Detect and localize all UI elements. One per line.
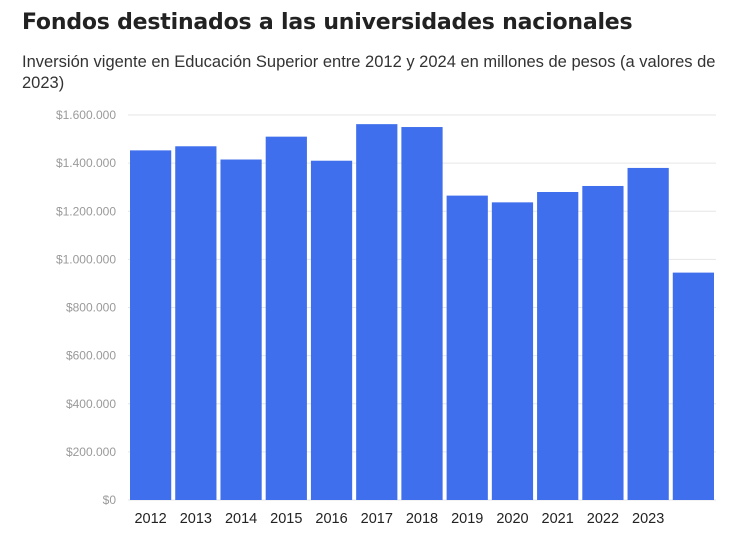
chart-subtitle: Inversión vigente en Educación Superior … xyxy=(22,53,716,92)
x-tick-label: 2014 xyxy=(225,511,257,527)
x-tick-label: 2022 xyxy=(587,511,619,527)
bar xyxy=(356,124,398,501)
y-tick-label: $1.600.000 xyxy=(56,108,116,122)
bar xyxy=(582,185,624,500)
bar xyxy=(265,136,307,500)
y-tick-label: $600.000 xyxy=(66,349,116,363)
bar xyxy=(491,202,534,501)
bar xyxy=(175,146,217,500)
y-tick-label: $200.000 xyxy=(66,445,116,459)
x-tick-label: 2016 xyxy=(315,511,347,527)
x-tick-label: 2015 xyxy=(270,511,302,527)
x-axis-ticks: 2012 2013 2014 2015 2016 2017 2018 2019 2020 2021… xyxy=(134,511,664,527)
x-tick-label: 2013 xyxy=(180,511,212,527)
x-tick-label: 2018 xyxy=(406,511,438,527)
x-tick-label: 2017 xyxy=(361,511,393,527)
y-tick-label: $800.000 xyxy=(66,301,116,315)
y-tick-label: $0 xyxy=(103,493,117,507)
x-tick-label: 2019 xyxy=(451,511,483,527)
bar xyxy=(446,195,488,500)
bar xyxy=(627,167,669,500)
y-tick-label: $1.400.000 xyxy=(56,156,116,170)
y-tick-label: $1.000.000 xyxy=(56,252,116,266)
bar xyxy=(310,160,353,500)
bar xyxy=(401,127,443,500)
x-tick-label: 2020 xyxy=(496,511,528,527)
x-tick-label: 2012 xyxy=(134,511,166,527)
bar xyxy=(537,192,579,500)
bar xyxy=(672,272,714,500)
chart-title: Fondos destinados a las universidades na… xyxy=(22,10,633,35)
y-tick-label: $400.000 xyxy=(66,397,116,411)
x-tick-label: 2023 xyxy=(632,511,664,527)
x-tick-label: 2021 xyxy=(542,511,574,527)
y-axis-ticks: $0 $200.000 $400.000 $600.000 $800.000 $1.000… xyxy=(56,108,116,507)
bars xyxy=(130,124,714,501)
y-tick-label: $1.200.000 xyxy=(56,204,116,218)
bar xyxy=(220,159,262,500)
bar xyxy=(130,150,172,500)
